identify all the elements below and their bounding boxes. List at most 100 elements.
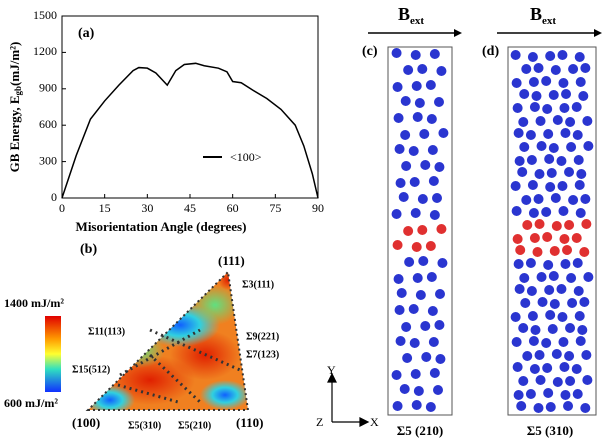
atom — [583, 272, 594, 282]
atom — [531, 91, 542, 101]
atom — [542, 104, 553, 114]
atom — [572, 258, 583, 268]
atom — [571, 364, 582, 374]
atom — [548, 143, 559, 153]
panel-b: (b) 1400 mJ/m² 600 mJ/m² (111) (100) (11… — [4, 242, 279, 431]
panel-label: (a) — [78, 26, 95, 41]
atom — [556, 156, 567, 166]
atom — [527, 180, 538, 190]
atom — [433, 385, 443, 395]
atom — [408, 146, 419, 156]
atom — [529, 102, 540, 112]
cell-frame — [507, 46, 597, 416]
atom — [413, 386, 424, 396]
atom — [521, 64, 532, 74]
atom — [427, 145, 438, 155]
atom — [533, 403, 544, 413]
boundary-label: Σ9(221) — [246, 331, 279, 342]
caption: Σ5 (310) — [527, 423, 573, 438]
y-label-sub: gb — [13, 86, 23, 96]
atom — [412, 273, 423, 283]
atom — [527, 311, 538, 321]
panel-a: (a) Misorientation Angle (degrees) GB En… — [7, 8, 324, 234]
atom — [518, 117, 529, 127]
x-tick-label: 90 — [312, 201, 324, 215]
atom — [517, 167, 528, 177]
field-label: Bext — [398, 4, 424, 26]
atom — [511, 337, 522, 347]
atom — [557, 312, 568, 322]
atom — [546, 168, 557, 178]
atom — [566, 142, 577, 152]
atom — [403, 65, 414, 75]
atom — [434, 97, 444, 107]
atom — [525, 130, 536, 140]
atom — [544, 154, 555, 164]
y-tick-label: 900 — [39, 81, 57, 95]
atom — [420, 321, 431, 331]
x-tick-label: 75 — [269, 201, 281, 215]
atom — [579, 247, 590, 257]
boundary-label: Σ5(210) — [178, 420, 211, 431]
atom — [534, 350, 545, 360]
atom — [536, 272, 547, 282]
atom — [580, 63, 591, 73]
atom — [435, 289, 445, 299]
atom — [528, 208, 539, 218]
axis-icon-label: Z — [316, 415, 323, 429]
atom — [528, 77, 539, 87]
cell-frame — [387, 46, 453, 416]
atom — [417, 225, 428, 235]
atom — [560, 259, 571, 269]
atom — [581, 219, 592, 229]
atom — [543, 260, 554, 270]
atom — [518, 323, 529, 333]
atom — [575, 208, 586, 218]
atom — [399, 384, 410, 394]
atom — [545, 310, 556, 320]
atom — [574, 311, 585, 321]
atom — [548, 90, 559, 100]
atom — [559, 103, 570, 113]
atom — [400, 130, 411, 140]
atom — [558, 78, 569, 88]
atom — [542, 232, 553, 242]
atom — [519, 142, 530, 152]
atom — [419, 129, 430, 139]
colorbar-label: 600 mJ/m² — [4, 396, 58, 410]
boundary-label: Σ7(123) — [246, 349, 279, 360]
atom — [409, 338, 420, 348]
panel-label: (d) — [482, 44, 499, 59]
field-symbol: B — [530, 4, 542, 24]
atom — [568, 195, 579, 205]
atom — [567, 298, 578, 308]
atom — [391, 370, 402, 380]
atom — [427, 306, 438, 316]
atom — [513, 390, 524, 400]
atom — [549, 299, 560, 309]
atom — [420, 160, 431, 170]
atom — [434, 320, 445, 330]
atom — [410, 208, 421, 218]
atom — [552, 115, 563, 125]
atom — [429, 368, 440, 378]
atom — [564, 167, 575, 177]
atom — [545, 51, 556, 61]
atom — [557, 50, 568, 60]
atom — [418, 256, 429, 266]
atom — [392, 82, 403, 92]
atom — [558, 337, 569, 347]
panel-c: Bext (c) Σ5 (210) — [362, 4, 462, 438]
axes-icon — [327, 372, 370, 427]
atom — [511, 78, 522, 88]
atom — [403, 226, 414, 236]
atom — [436, 224, 447, 234]
atom — [574, 52, 585, 62]
atom — [578, 91, 589, 101]
atom — [562, 245, 573, 255]
boundary-label: Σ11(113) — [88, 326, 125, 337]
atom — [537, 297, 548, 307]
atom — [529, 364, 540, 374]
atom — [565, 117, 576, 127]
corner-label: (111) — [218, 253, 245, 268]
